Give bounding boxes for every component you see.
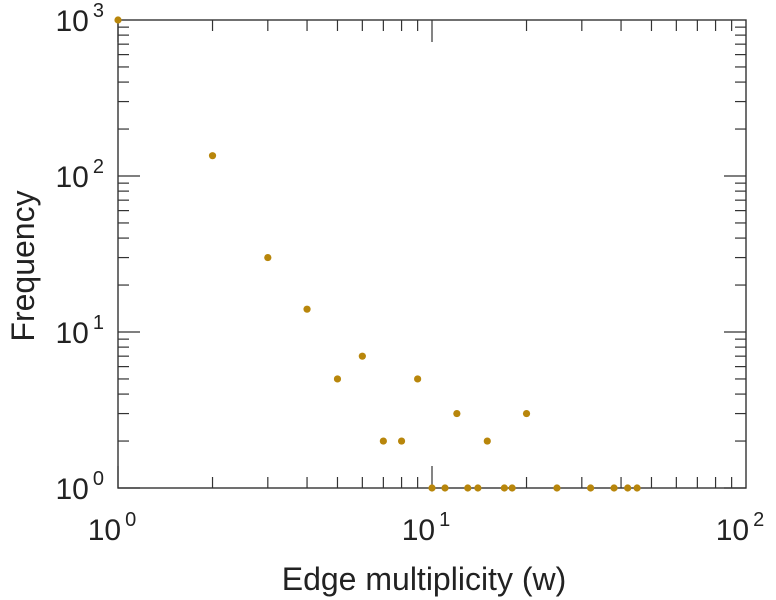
data-point [303, 305, 311, 313]
data-point [414, 375, 422, 383]
data-point [358, 352, 366, 360]
y-tick-base: 10 [56, 473, 89, 506]
axis-ticks [117, 20, 746, 489]
y-tick-base: 10 [56, 317, 89, 350]
x-tick-exponent: 2 [753, 509, 764, 531]
x-tick-label: 10 1 [402, 509, 451, 547]
x-tick-label: 10 2 [716, 509, 765, 547]
data-point [441, 484, 449, 492]
x-tick-base: 10 [402, 514, 435, 547]
data-point [624, 484, 632, 492]
x-tick-exponent: 1 [439, 509, 450, 531]
data-point [333, 375, 342, 383]
y-tick-label: 10 0 [56, 468, 105, 506]
y-tick-label: 10 1 [56, 312, 105, 350]
data-point [208, 152, 217, 160]
plot-area [114, 16, 747, 492]
y-tick-exponent: 1 [93, 312, 104, 334]
x-tick-base: 10 [716, 514, 749, 547]
data-point [500, 484, 508, 492]
y-tick-label: 10 3 [56, 0, 105, 38]
y-tick-base: 10 [56, 161, 89, 194]
x-tick-label: 10 0 [88, 509, 137, 547]
data-point [453, 409, 461, 418]
x-tick-exponent: 0 [125, 509, 136, 531]
data-point [508, 484, 516, 492]
y-tick-base: 10 [56, 5, 89, 38]
data-point [397, 437, 406, 445]
data-point [114, 16, 122, 24]
data-point [587, 484, 595, 492]
y-tick-exponent: 3 [93, 0, 104, 22]
data-point [264, 253, 272, 262]
data-point [633, 484, 641, 492]
y-tick-label: 10 2 [56, 156, 105, 194]
data-point [464, 484, 472, 492]
y-tick-exponent: 2 [93, 156, 104, 178]
data-point [428, 484, 436, 492]
x-tick-labels: 10 0 10 1 10 2 [88, 509, 765, 547]
y-axis-title: Frequency [5, 190, 41, 341]
data-point [522, 409, 531, 418]
plot-frame [117, 19, 747, 489]
x-axis-title: Edge multiplicity (w) [282, 561, 567, 597]
data-points [114, 16, 641, 492]
data-point [483, 437, 491, 445]
data-point [379, 437, 387, 445]
x-tick-base: 10 [88, 514, 121, 547]
data-point [553, 484, 561, 492]
data-point [610, 484, 618, 492]
data-point [474, 484, 482, 492]
y-tick-exponent: 0 [93, 468, 104, 490]
